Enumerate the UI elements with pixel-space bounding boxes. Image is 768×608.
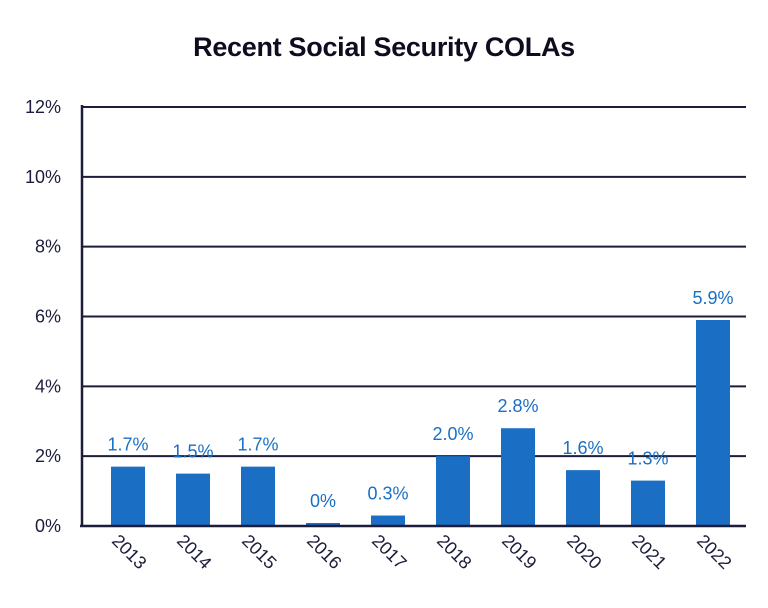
axes <box>80 105 746 528</box>
y-tick-label: 12% <box>25 97 61 117</box>
x-tick-label: 2021 <box>628 531 670 573</box>
x-tick-label: 2022 <box>693 531 735 573</box>
data-label: 1.7% <box>107 435 148 455</box>
y-tick-label: 2% <box>35 446 61 466</box>
chart-title: Recent Social Security COLAs <box>193 32 575 62</box>
bar <box>241 466 275 526</box>
y-tick-label: 10% <box>25 167 61 187</box>
data-label: 5.9% <box>692 288 733 308</box>
data-labels: 1.7% 1.5% 1.7% 0% 0.3% 2.0% 2.8% 1.6% 1.3% 5.9% <box>107 288 733 511</box>
bar <box>176 473 210 526</box>
bars <box>111 319 730 526</box>
bar <box>306 523 340 526</box>
data-label: 0% <box>310 491 336 511</box>
y-tick-label: 4% <box>35 376 61 396</box>
x-tick-label: 2020 <box>563 531 605 573</box>
bar <box>566 470 600 526</box>
x-tick-label: 2013 <box>108 531 150 573</box>
y-tick-label: 6% <box>35 307 61 327</box>
bar <box>501 428 535 526</box>
x-tick-label: 2014 <box>173 531 215 573</box>
y-tick-labels: 0% 2% 4% 6% 8% 10% 12% <box>25 97 61 536</box>
x-tick-labels: 2013 2014 2015 2016 2017 2018 2019 2020 2021 2022 <box>108 531 735 573</box>
bar <box>631 480 665 526</box>
bar <box>371 515 405 526</box>
x-tick-label: 2017 <box>368 531 410 573</box>
x-tick-label: 2019 <box>498 531 540 573</box>
data-label: 0.3% <box>367 484 408 504</box>
x-tick-label: 2018 <box>433 531 475 573</box>
gridlines <box>82 106 746 458</box>
data-label: 2.0% <box>432 424 473 444</box>
y-tick-label: 0% <box>35 516 61 536</box>
data-label: 1.3% <box>627 449 668 469</box>
data-label: 2.8% <box>497 396 538 416</box>
data-label: 1.7% <box>237 435 278 455</box>
y-tick-label: 8% <box>35 237 61 257</box>
bar <box>436 456 470 526</box>
x-tick-label: 2016 <box>303 531 345 573</box>
x-tick-label: 2015 <box>238 531 280 573</box>
data-label: 1.5% <box>172 442 213 462</box>
data-label: 1.6% <box>562 438 603 458</box>
bar <box>696 319 730 526</box>
bar <box>111 466 145 526</box>
